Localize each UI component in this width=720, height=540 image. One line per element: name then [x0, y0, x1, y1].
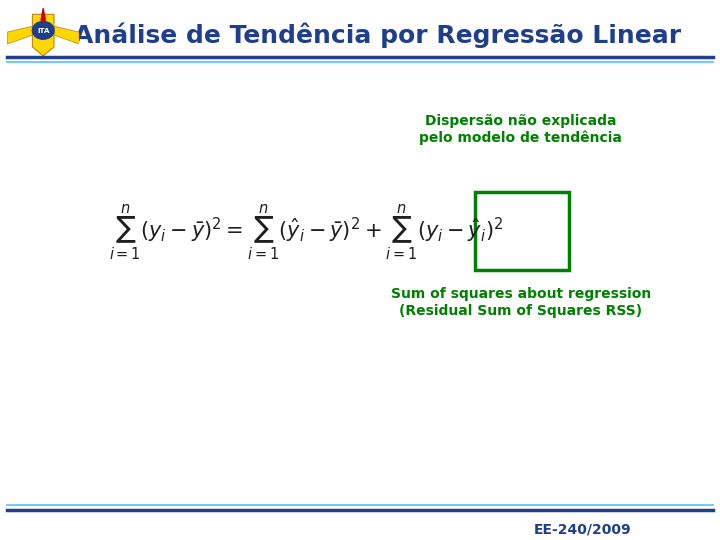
Polygon shape — [54, 26, 79, 44]
Polygon shape — [7, 26, 32, 44]
Text: $\sum_{i=1}^{n}(y_i - \bar{y})^2 = \sum_{i=1}^{n}(\hat{y}_i - \bar{y})^2 + \sum_: $\sum_{i=1}^{n}(y_i - \bar{y})^2 = \sum_… — [109, 202, 503, 262]
Text: Dispersão não explicada
pelo modelo de tendência: Dispersão não explicada pelo modelo de t… — [419, 114, 622, 145]
Text: Análise de Tendência por Regressão Linear: Análise de Tendência por Regressão Linea… — [74, 22, 681, 48]
Text: EE-240/2009: EE-240/2009 — [534, 522, 631, 536]
Circle shape — [32, 22, 54, 39]
Text: Sum of squares about regression
(Residual Sum of Squares RSS): Sum of squares about regression (Residua… — [390, 287, 651, 318]
Polygon shape — [32, 14, 54, 56]
Text: ITA: ITA — [37, 28, 50, 34]
Polygon shape — [41, 8, 45, 20]
